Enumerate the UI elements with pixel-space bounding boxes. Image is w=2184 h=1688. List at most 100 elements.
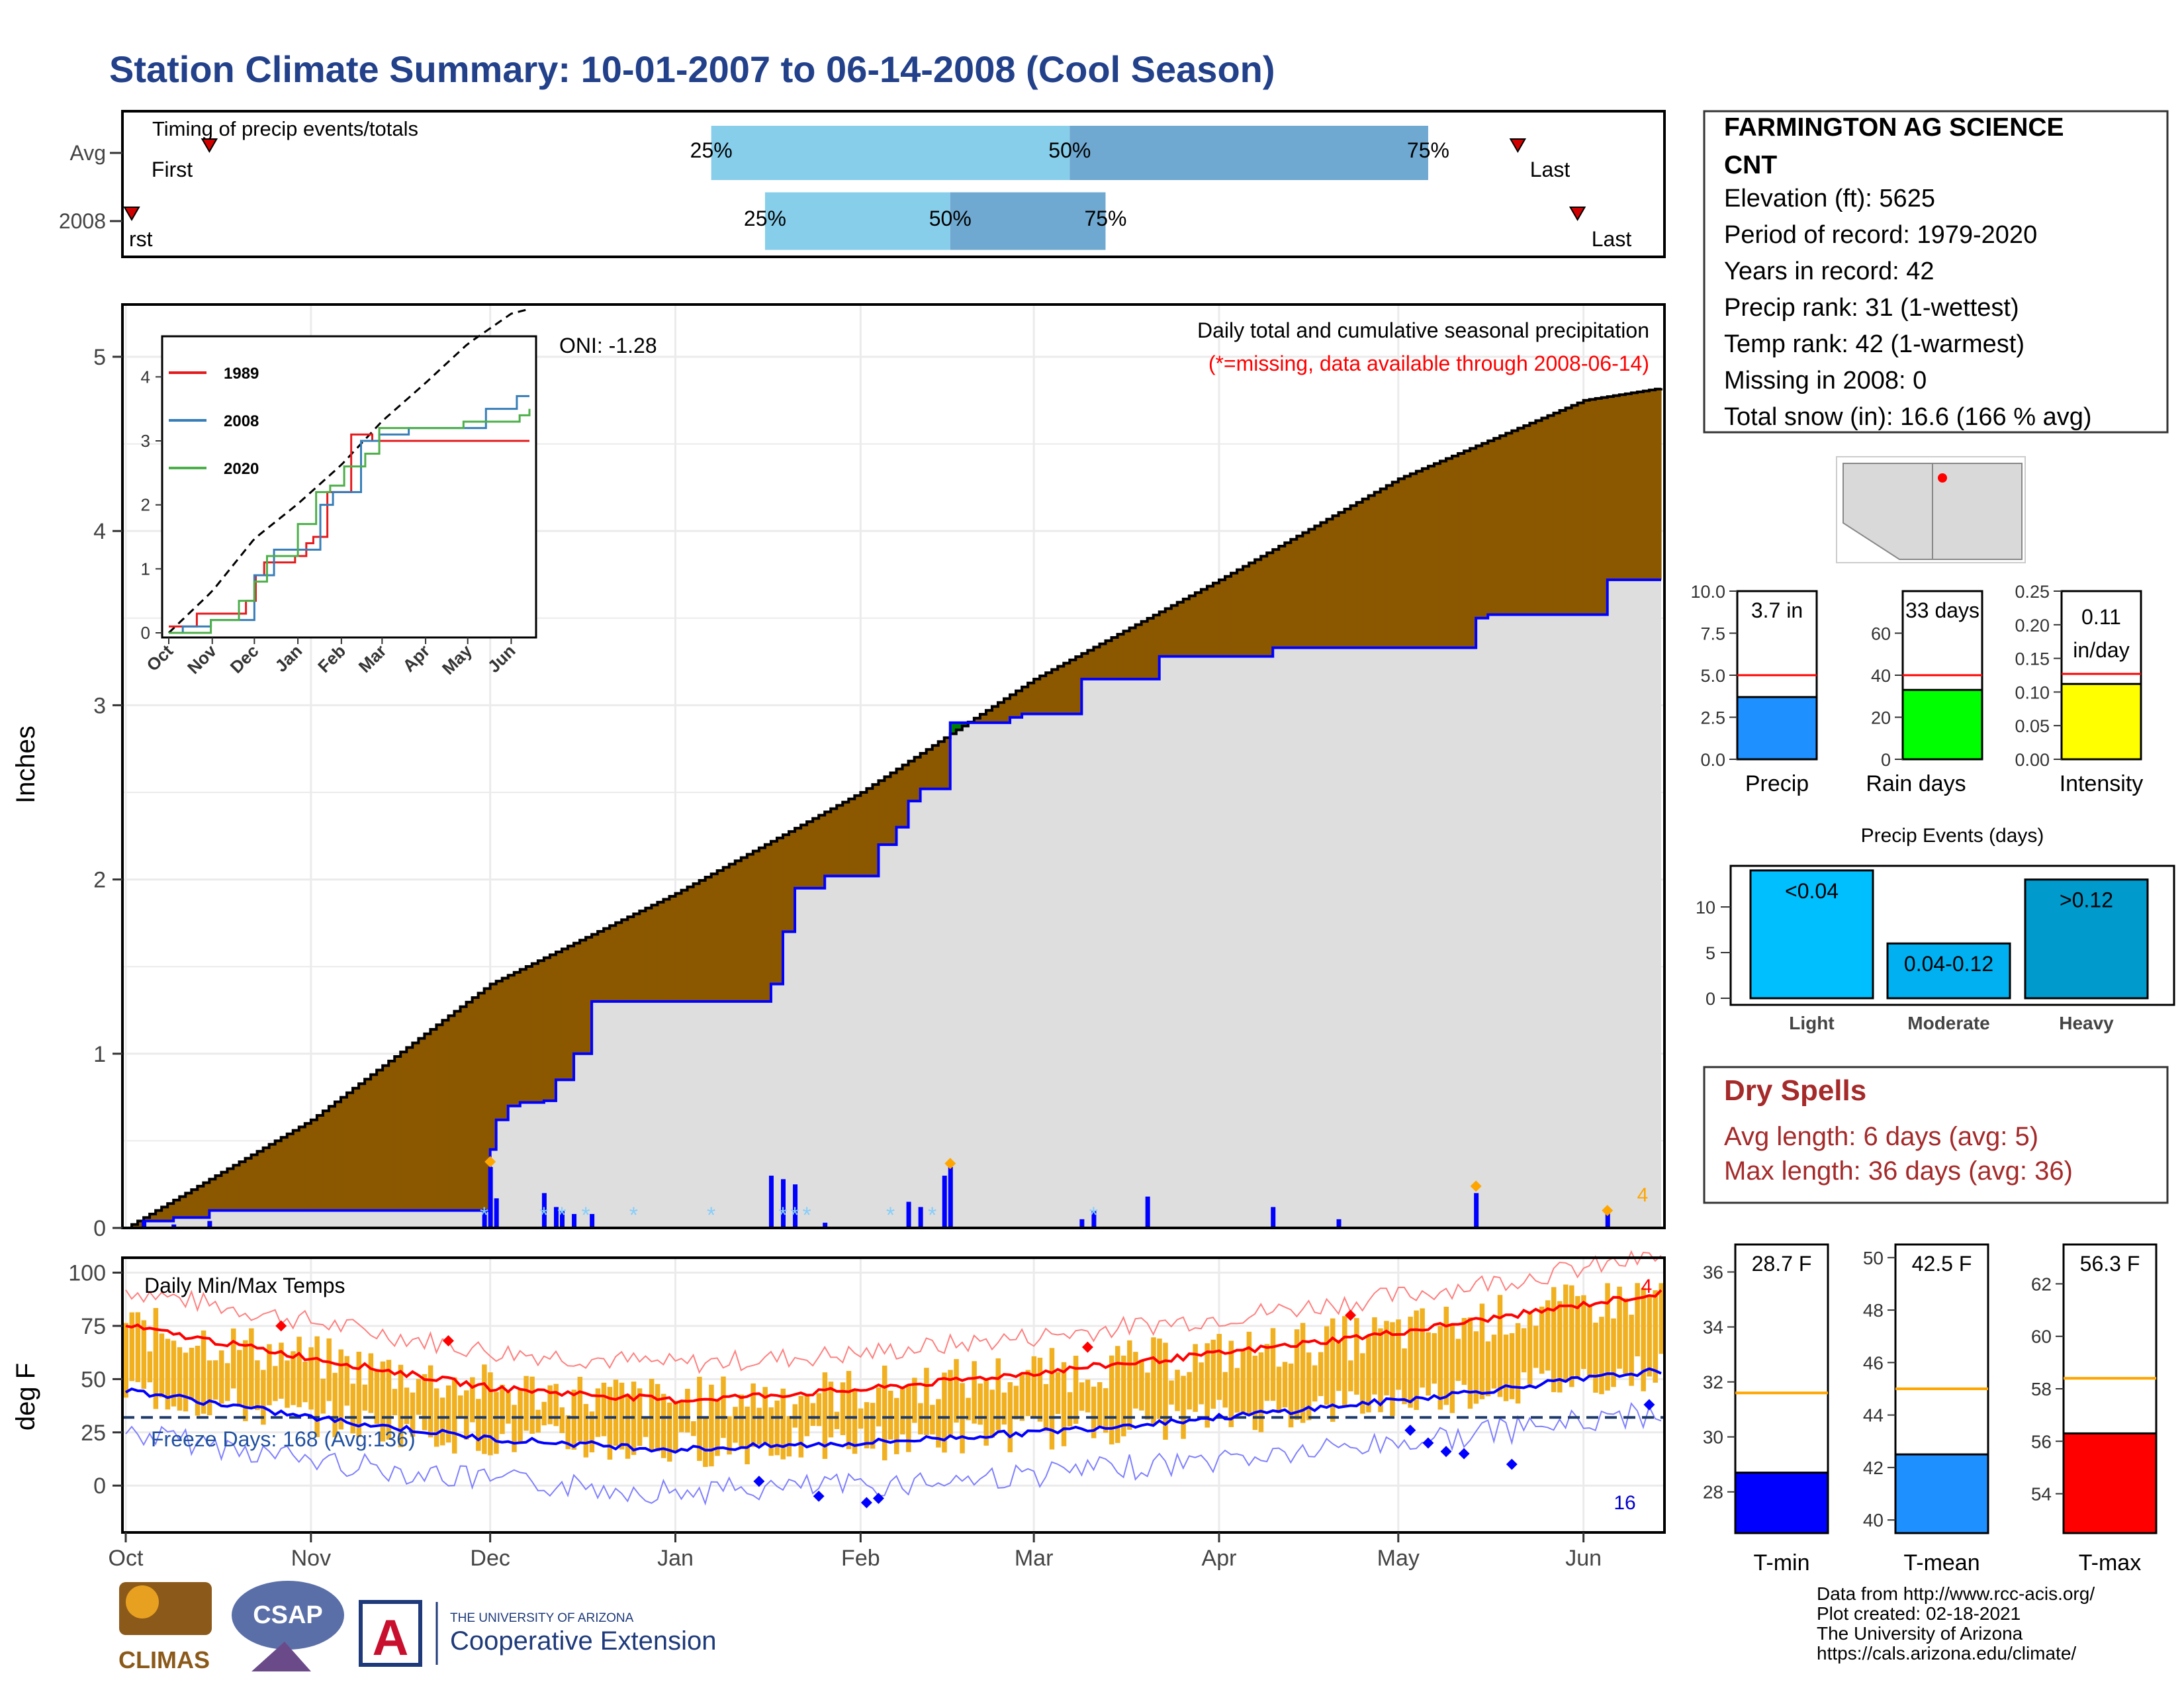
deficit-fill bbox=[604, 928, 610, 1002]
record-low-marker bbox=[1506, 1458, 1518, 1470]
deficit-fill bbox=[586, 937, 592, 1054]
month-tick-label: Mar bbox=[1015, 1546, 1054, 1571]
daily-precip-bar bbox=[1271, 1207, 1276, 1228]
daily-temp-bar bbox=[458, 1395, 463, 1419]
daily-temp-bar bbox=[954, 1359, 959, 1423]
daily-temp-bar bbox=[1175, 1370, 1180, 1411]
deficit-fill bbox=[1356, 502, 1363, 648]
daily-temp-bar bbox=[362, 1384, 368, 1411]
deficit-fill bbox=[848, 798, 855, 876]
temp-gauge-tick: 28 bbox=[1703, 1482, 1723, 1503]
temp-gauge-label: T-mean bbox=[1903, 1550, 1979, 1575]
deficit-fill bbox=[764, 844, 772, 1002]
daily-precip-bar bbox=[171, 1224, 177, 1228]
daily-temp-bar bbox=[1599, 1317, 1604, 1395]
deficit-fill bbox=[776, 837, 784, 984]
daily-temp-bar bbox=[1641, 1288, 1646, 1391]
daily-temp-bar bbox=[1276, 1366, 1282, 1413]
deficit-fill bbox=[615, 922, 622, 1002]
deficit-fill bbox=[185, 1193, 192, 1218]
precip-y-tick: 1 bbox=[93, 1042, 106, 1067]
timing-pct-label: 25% bbox=[690, 138, 733, 162]
daily-temp-bar bbox=[506, 1392, 511, 1424]
daily-temp-bar bbox=[338, 1349, 343, 1430]
daily-temp-bar bbox=[529, 1376, 535, 1434]
inset-y-tick: 0 bbox=[141, 623, 150, 643]
daily-temp-bar bbox=[1426, 1332, 1431, 1396]
daily-temp-bar bbox=[887, 1390, 893, 1440]
daily-temp-bar bbox=[1067, 1392, 1073, 1427]
daily-temp-bar bbox=[1216, 1334, 1222, 1400]
footer-line-1: Data from http://www.rcc-acis.org/ bbox=[1817, 1583, 2095, 1604]
daily-temp-bar bbox=[332, 1372, 338, 1438]
temp-gauge-t-mean: 40 42 44 46 48 50 42.5 F T-mean bbox=[1863, 1243, 1989, 1575]
daily-precip-bar bbox=[142, 1221, 147, 1228]
record-low-marker bbox=[1458, 1448, 1470, 1460]
deficit-fill bbox=[747, 854, 754, 1002]
daily-temp-bar bbox=[165, 1338, 171, 1410]
temp-gauge-tick: 62 bbox=[2031, 1274, 2052, 1294]
daily-temp-bar bbox=[1133, 1352, 1138, 1409]
daily-temp-bar bbox=[1318, 1352, 1324, 1397]
daily-precip-bar bbox=[553, 1207, 559, 1228]
daily-temp-bar bbox=[476, 1399, 481, 1451]
events-x-label: Light bbox=[1789, 1013, 1834, 1033]
station-info-line: Period of record: 1979-2020 bbox=[1724, 221, 2037, 249]
deficit-fill bbox=[920, 753, 927, 789]
gauge-tick: 7.5 bbox=[1700, 624, 1725, 644]
daily-temp-bar bbox=[1503, 1335, 1509, 1401]
daily-temp-bar bbox=[864, 1402, 870, 1449]
daily-temp-bar bbox=[1366, 1335, 1371, 1413]
daily-temp-bar bbox=[1013, 1385, 1019, 1420]
snow-marker: * bbox=[581, 1203, 590, 1228]
inset-y-tick: 2 bbox=[141, 495, 150, 515]
daily-temp-bar bbox=[643, 1417, 649, 1437]
deficit-fill bbox=[322, 1111, 330, 1211]
gauge-tick: 0.00 bbox=[2015, 750, 2050, 770]
missing-note: (*=missing, data available through 2008-… bbox=[1208, 352, 1649, 375]
deficit-fill bbox=[1506, 433, 1512, 615]
station-info-line: Years in record: 42 bbox=[1724, 258, 1934, 285]
deficit-fill bbox=[555, 951, 563, 1080]
deficit-fill bbox=[1404, 476, 1411, 648]
daily-temp-bar bbox=[1246, 1331, 1252, 1417]
gauge-label: Precip bbox=[1745, 771, 1809, 796]
deficit-fill bbox=[353, 1088, 359, 1211]
snow-marker: * bbox=[707, 1203, 715, 1228]
deficit-fill bbox=[138, 1221, 144, 1228]
deficit-fill bbox=[1206, 586, 1214, 657]
daily-temp-bar bbox=[697, 1376, 702, 1461]
deficit-fill bbox=[926, 749, 933, 789]
deficit-fill bbox=[1099, 643, 1107, 679]
daily-temp-bar bbox=[451, 1377, 457, 1454]
deficit-fill bbox=[580, 940, 586, 1054]
daily-temp-bar bbox=[291, 1351, 296, 1405]
daily-temp-bar bbox=[1432, 1333, 1437, 1384]
daily-temp-bar bbox=[1115, 1346, 1120, 1443]
daily-temp-bar bbox=[1222, 1372, 1228, 1408]
daily-temp-bar bbox=[1414, 1310, 1419, 1410]
deficit-fill bbox=[316, 1115, 324, 1211]
inset-series-line bbox=[169, 408, 531, 634]
temp-gauge-value: 28.7 F bbox=[1752, 1252, 1812, 1276]
daily-temp-bar bbox=[135, 1312, 141, 1382]
deficit-fill bbox=[263, 1147, 270, 1211]
daily-temp-bar bbox=[1527, 1311, 1533, 1385]
daily-temp-bar bbox=[1181, 1376, 1186, 1439]
deficit-fill bbox=[1212, 583, 1220, 657]
daily-temp-bar bbox=[619, 1382, 625, 1450]
daily-temp-bar bbox=[840, 1382, 846, 1435]
daily-temp-bar bbox=[1240, 1348, 1246, 1414]
deficit-fill bbox=[251, 1154, 258, 1211]
temp-gauge-tick: 46 bbox=[1863, 1352, 1884, 1373]
daily-temp-bar bbox=[1509, 1333, 1515, 1399]
daily-temp-bar bbox=[320, 1378, 326, 1414]
gauge-value: 0.11 bbox=[2081, 605, 2121, 629]
deficit-fill bbox=[1308, 529, 1316, 648]
deficit-fill bbox=[1589, 399, 1596, 615]
deficit-fill bbox=[371, 1074, 377, 1211]
deficit-fill bbox=[717, 870, 724, 1002]
deficit-fill bbox=[1619, 395, 1626, 580]
daily-temp-bar bbox=[822, 1372, 828, 1459]
events-y-tick: 5 bbox=[1706, 943, 1715, 963]
